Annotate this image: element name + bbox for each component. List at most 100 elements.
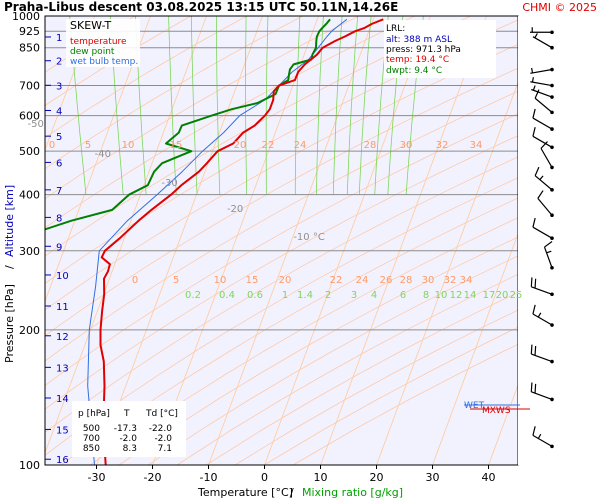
chart-title: Praha-Libus descent 03.08.2025 13:15 UTC… xyxy=(4,0,398,14)
grid-lines xyxy=(45,16,518,465)
wind-barb xyxy=(530,277,554,297)
wind-barb xyxy=(537,190,554,218)
pressure-tick-label: 500 xyxy=(19,145,40,158)
wind-barb-flag xyxy=(544,241,553,248)
wind-barb-flag xyxy=(534,383,537,394)
lrl-temp: temp: 19.4 °C xyxy=(386,55,449,65)
pressure-tick-label: 1000 xyxy=(12,10,40,23)
theta-label-lower: 5 xyxy=(173,275,179,286)
theta-label-lower: 15 xyxy=(246,275,259,286)
wind-barbs xyxy=(530,27,554,449)
wind-barb-staff xyxy=(532,36,553,49)
dry-adiabat xyxy=(89,217,518,465)
pressure-tick-label: 850 xyxy=(19,42,40,55)
isotherm-label: -50 xyxy=(28,119,44,130)
wind-barb-staff xyxy=(532,226,553,239)
wind-barb-base xyxy=(550,67,554,72)
wind-barb xyxy=(530,344,554,364)
wind-barb xyxy=(531,85,554,99)
wind-barb-staff xyxy=(534,175,553,191)
wind-barb xyxy=(532,108,554,131)
altitude-tick-label: 4 xyxy=(56,106,62,117)
wind-barb-half xyxy=(534,33,538,39)
mixing-ratio-label: 3 xyxy=(351,290,357,301)
wind-barb-base xyxy=(550,444,554,449)
theta-label-upper: 34 xyxy=(470,140,483,151)
wind-markers: WET MXWS xyxy=(464,401,530,416)
credit-link[interactable]: CHMI © 2025 xyxy=(522,1,597,14)
isotherm xyxy=(320,16,487,465)
altitude-tick-label: 14 xyxy=(56,394,69,405)
wind-barb-flag xyxy=(532,217,536,228)
theta-label-lower: 28 xyxy=(400,275,413,286)
wind-barb-base xyxy=(550,359,554,364)
mixing-ratio-label: 17 xyxy=(483,290,496,301)
table-cell: -17.3 xyxy=(114,424,137,434)
wind-barb xyxy=(532,217,554,240)
wind-barb xyxy=(543,241,554,270)
mixing-ratio-label: 10 xyxy=(435,290,448,301)
wind-barb-base xyxy=(550,145,554,150)
isotherm-label: -20 xyxy=(227,204,243,215)
theta-label-upper: 20 xyxy=(234,140,247,151)
theta-label-upper: 24 xyxy=(294,140,307,151)
dry-adiabat xyxy=(45,177,518,456)
altitude-tick-label: 12 xyxy=(56,332,69,343)
wind-barb xyxy=(534,89,554,115)
isotherm xyxy=(152,16,319,465)
mixing-ratio-label: 14 xyxy=(464,290,477,301)
mixing-ratio-label: 20 xyxy=(496,290,509,301)
theta-label-upper: 10 xyxy=(122,140,135,151)
theta-label-upper: 28 xyxy=(364,140,377,151)
wind-barb xyxy=(530,67,554,74)
table-cell: -22.0 xyxy=(149,424,173,434)
wind-barb-half xyxy=(532,85,536,91)
temperature-tick-label: 10 xyxy=(314,471,328,484)
legend-dewpoint: dew point xyxy=(70,47,115,57)
wind-barb-flag xyxy=(537,190,544,199)
lrl-press: press: 971.3 hPa xyxy=(386,45,461,55)
table-cell: -2.0 xyxy=(154,434,172,444)
wind-barb-base xyxy=(550,213,554,218)
wind-barb-flag xyxy=(532,426,536,436)
wind-barb-half xyxy=(546,250,552,254)
pressure-tick-label: 100 xyxy=(19,459,40,472)
wind-barb-staff xyxy=(540,148,553,168)
wind-barb-flag xyxy=(534,89,540,99)
pressure-tick-label: 200 xyxy=(19,324,40,337)
wind-barb xyxy=(532,426,554,449)
isotherm xyxy=(208,16,375,465)
isotherm xyxy=(376,80,518,465)
legend-temperature: temperature xyxy=(70,37,127,47)
altitude-tick-label: 7 xyxy=(56,186,62,197)
temperature-tick-label: -20 xyxy=(144,471,162,484)
table-cell: 700 xyxy=(83,434,100,444)
theta-label-lower: 22 xyxy=(330,275,343,286)
wind-barb-base xyxy=(550,323,554,327)
wind-barb-base xyxy=(550,265,554,270)
legend-box: SKEW-T temperature dew point wet bulb te… xyxy=(66,19,140,67)
sounding-series xyxy=(45,18,384,465)
dry-adiabat xyxy=(176,273,518,465)
dry-adiabat xyxy=(147,255,518,465)
mixing-ratio-label: 12 xyxy=(450,290,463,301)
theta-label-upper: 30 xyxy=(400,140,413,151)
isotherm-label: -40 xyxy=(95,149,111,160)
wind-barb-flag xyxy=(534,166,540,176)
wind-barb-staff xyxy=(543,246,553,268)
wind-barb-staff xyxy=(532,117,553,130)
wind-barb-staff xyxy=(534,97,553,113)
altitude-tick-label: 5 xyxy=(56,132,62,143)
isotherm xyxy=(264,16,431,465)
theta-label-lower: 10 xyxy=(214,275,227,286)
lrl-alt: alt: 388 m ASL xyxy=(386,35,452,45)
mixing-ratio-label: 1 xyxy=(282,290,288,301)
wind-barb xyxy=(532,127,554,150)
wind-barb-base xyxy=(550,45,554,50)
mixing-ratio-label: 0.4 xyxy=(219,290,235,301)
pressure-tick-label: 700 xyxy=(19,80,40,93)
temperature-tick-label: 20 xyxy=(370,471,384,484)
altitude-tick-label: 16 xyxy=(56,455,69,466)
ylabel-pressure: Pressure [hPa] xyxy=(3,284,16,363)
